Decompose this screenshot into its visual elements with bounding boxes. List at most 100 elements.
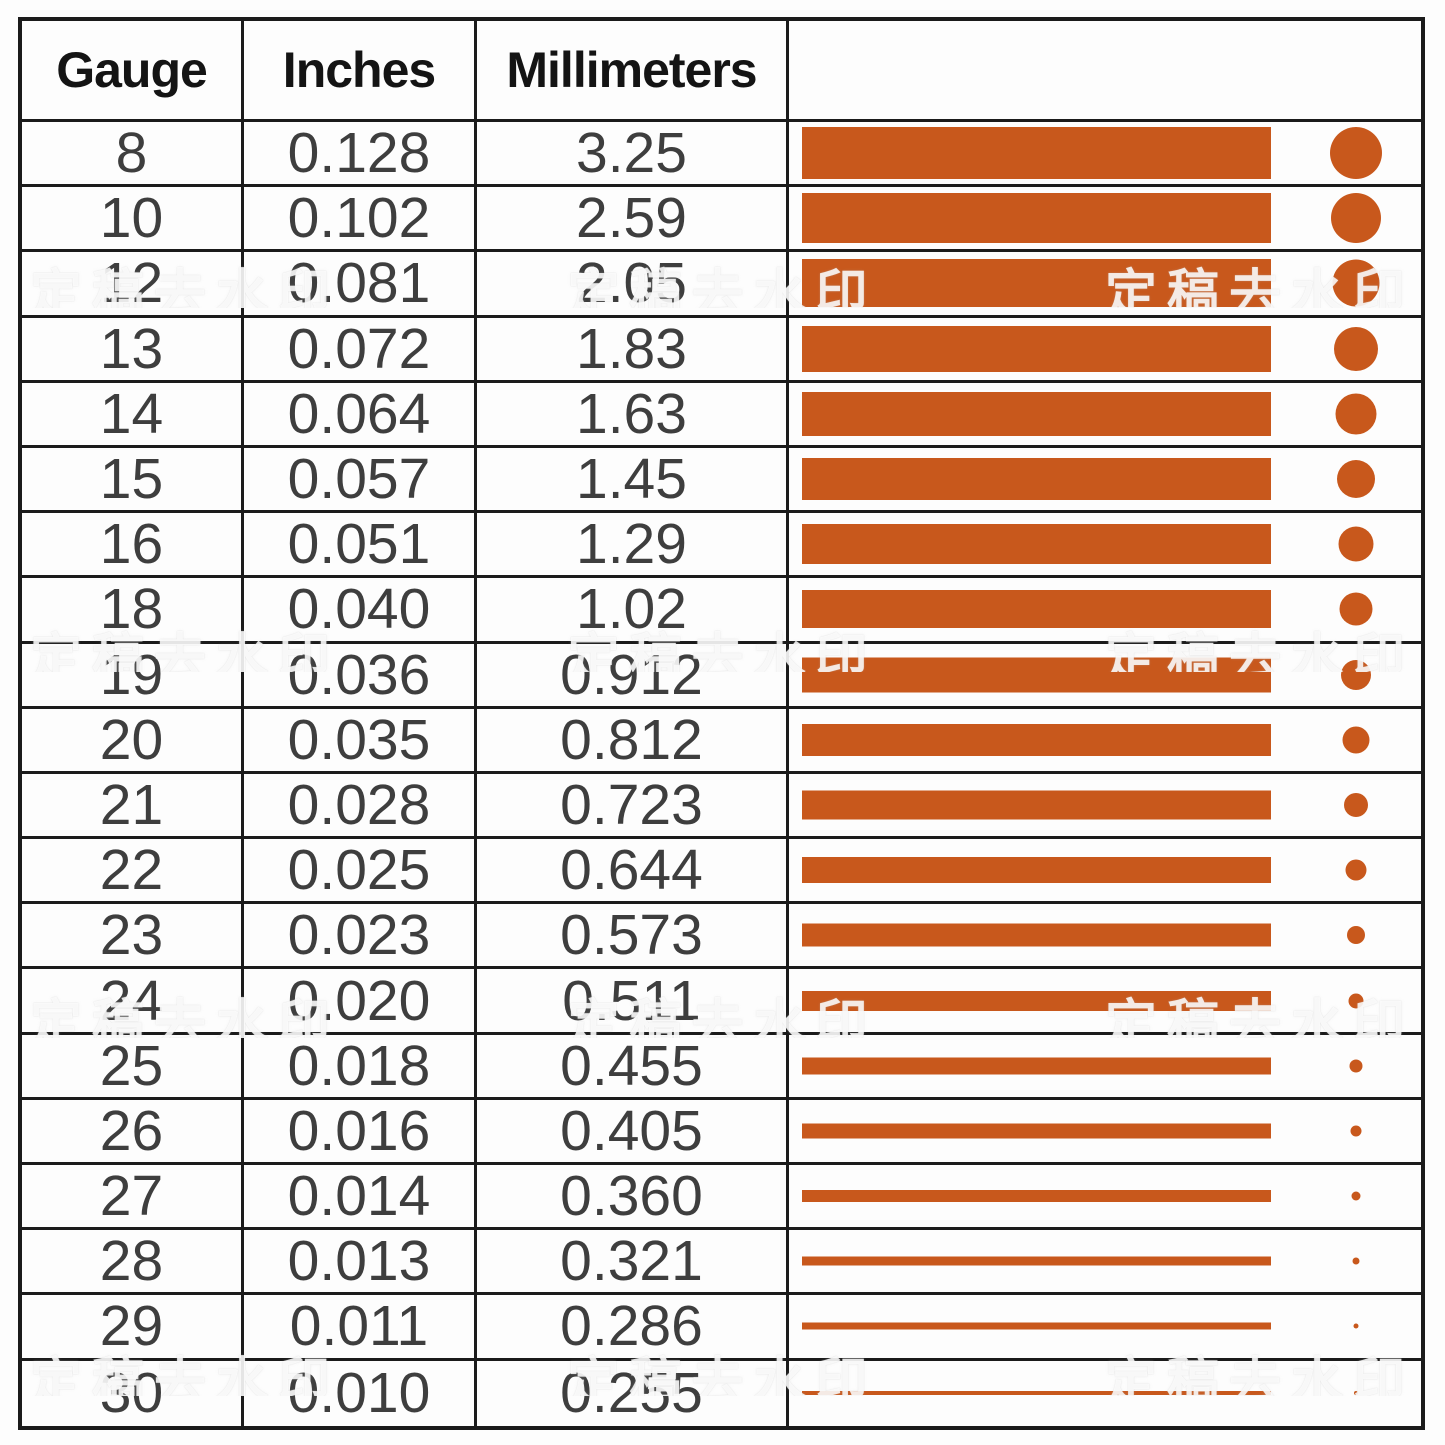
- wire-diameter-dot: [1353, 1323, 1359, 1329]
- mm-cell: 1.63: [477, 382, 789, 445]
- wire-thickness-bar: [802, 657, 1271, 693]
- inches-cell: 0.064: [244, 382, 477, 445]
- gauge-cell: 18: [22, 578, 244, 641]
- mm-cell: 0.360: [477, 1165, 789, 1228]
- wire-visual-cell: [789, 1165, 1421, 1227]
- mm-cell: 0.912: [477, 643, 789, 706]
- mm-cell: 1.45: [477, 447, 789, 511]
- gauge-cell: 8: [22, 122, 244, 185]
- wire-visual-cell: [789, 774, 1421, 836]
- mm-cell: 2.05: [477, 252, 789, 315]
- wire-thickness-bar: [802, 1322, 1271, 1330]
- wire-visual-cell: [789, 383, 1421, 445]
- wire-visual-cell: [789, 448, 1421, 510]
- mm-cell: 0.812: [477, 708, 789, 771]
- gauge-cell: 24: [22, 969, 244, 1032]
- gauge-cell: 14: [22, 382, 244, 445]
- mm-cell: 1.02: [477, 578, 789, 641]
- wire-visual-cell: [789, 839, 1421, 901]
- table-body: 8 0.128 3.25 10 0.102 2.59 12 0.081 2.05…: [22, 122, 1421, 1426]
- header-row: Gauge Inches Millimeters: [22, 21, 1421, 122]
- mm-cell: 3.25: [477, 122, 789, 185]
- mm-cell: 1.29: [477, 513, 789, 576]
- wire-thickness-bar: [802, 325, 1271, 372]
- table-row: 25 0.018 0.455: [22, 1034, 1421, 1100]
- inches-cell: 0.057: [244, 447, 477, 511]
- header-visual-blank: [789, 21, 1421, 119]
- inches-cell: 0.102: [244, 187, 477, 250]
- table-row: 16 0.051 1.29: [22, 513, 1421, 579]
- mm-cell: 0.286: [477, 1295, 789, 1358]
- wire-thickness-bar: [802, 723, 1271, 756]
- inches-cell: 0.040: [244, 578, 477, 641]
- gauge-cell: 22: [22, 839, 244, 902]
- table-row: 20 0.035 0.812: [22, 708, 1421, 774]
- inches-cell: 0.020: [244, 969, 477, 1032]
- gauge-cell: 20: [22, 708, 244, 771]
- wire-visual-cell: [789, 318, 1421, 380]
- wire-visual-cell: [789, 644, 1421, 706]
- wire-diameter-dot: [1337, 460, 1375, 499]
- wire-visual-cell: [789, 1295, 1421, 1357]
- mm-cell: 0.255: [477, 1360, 789, 1426]
- mm-cell: 0.644: [477, 839, 789, 902]
- table-row: 13 0.072 1.83: [22, 317, 1421, 383]
- inches-cell: 0.036: [244, 643, 477, 706]
- wire-visual-cell: [789, 1230, 1421, 1292]
- wire-diameter-dot: [1354, 1391, 1358, 1396]
- wire-thickness-bar: [802, 790, 1271, 820]
- table-row: 14 0.064 1.63: [22, 382, 1421, 448]
- gauge-cell: 16: [22, 513, 244, 576]
- table-row: 30 0.010 0.255: [22, 1360, 1421, 1426]
- wire-visual-cell: [789, 1035, 1421, 1097]
- wire-thickness-bar: [802, 391, 1271, 436]
- gauge-cell: 25: [22, 1034, 244, 1097]
- gauge-cell: 30: [22, 1360, 244, 1426]
- table-row: 12 0.081 2.05: [22, 252, 1421, 318]
- gauge-cell: 29: [22, 1295, 244, 1358]
- header-inches: Inches: [244, 21, 477, 119]
- wire-diameter-dot: [1345, 859, 1367, 881]
- wire-visual-cell: [789, 904, 1421, 966]
- table-row: 8 0.128 3.25: [22, 122, 1421, 188]
- wire-thickness-bar: [802, 1256, 1271, 1266]
- wire-thickness-bar: [802, 524, 1271, 565]
- table-row: 22 0.025 0.644: [22, 839, 1421, 905]
- wire-visual-cell: [789, 122, 1421, 184]
- table-row: 18 0.040 1.02: [22, 578, 1421, 644]
- wire-diameter-dot: [1331, 193, 1381, 244]
- wire-diameter-dot: [1344, 792, 1368, 817]
- table-row: 21 0.028 0.723: [22, 773, 1421, 840]
- mm-cell: 1.83: [477, 317, 789, 380]
- table-row: 26 0.016 0.405: [22, 1099, 1421, 1165]
- inches-cell: 0.011: [244, 1295, 477, 1358]
- wire-thickness-bar: [802, 857, 1271, 884]
- gauge-cell: 26: [22, 1099, 244, 1162]
- header-millimeters: Millimeters: [477, 21, 789, 119]
- wire-visual-cell: [789, 969, 1421, 1031]
- wire-diameter-dot: [1348, 993, 1364, 1009]
- inches-cell: 0.014: [244, 1165, 477, 1228]
- inches-cell: 0.016: [244, 1099, 477, 1162]
- wire-diameter-dot: [1352, 1257, 1360, 1265]
- wire-diameter-dot: [1334, 326, 1378, 371]
- table-row: 15 0.057 1.45: [22, 447, 1421, 514]
- mm-cell: 0.321: [477, 1230, 789, 1293]
- gauge-cell: 15: [22, 447, 244, 511]
- table-row: 27 0.014 0.360: [22, 1165, 1421, 1231]
- wire-diameter-dot: [1339, 592, 1373, 626]
- wire-visual-cell: [789, 1100, 1421, 1162]
- inches-cell: 0.072: [244, 317, 477, 380]
- wire-diameter-dot: [1335, 393, 1377, 435]
- inches-cell: 0.023: [244, 904, 477, 967]
- gauge-cell: 28: [22, 1230, 244, 1293]
- wire-diameter-dot: [1351, 1191, 1361, 1201]
- mm-cell: 0.511: [477, 969, 789, 1032]
- wire-visual-cell: [789, 709, 1421, 771]
- table-row: 23 0.023 0.573: [22, 904, 1421, 970]
- wire-visual-cell: [789, 252, 1421, 314]
- wire-thickness-bar: [802, 590, 1271, 629]
- wire-diameter-dot: [1338, 526, 1374, 562]
- gauge-cell: 27: [22, 1165, 244, 1228]
